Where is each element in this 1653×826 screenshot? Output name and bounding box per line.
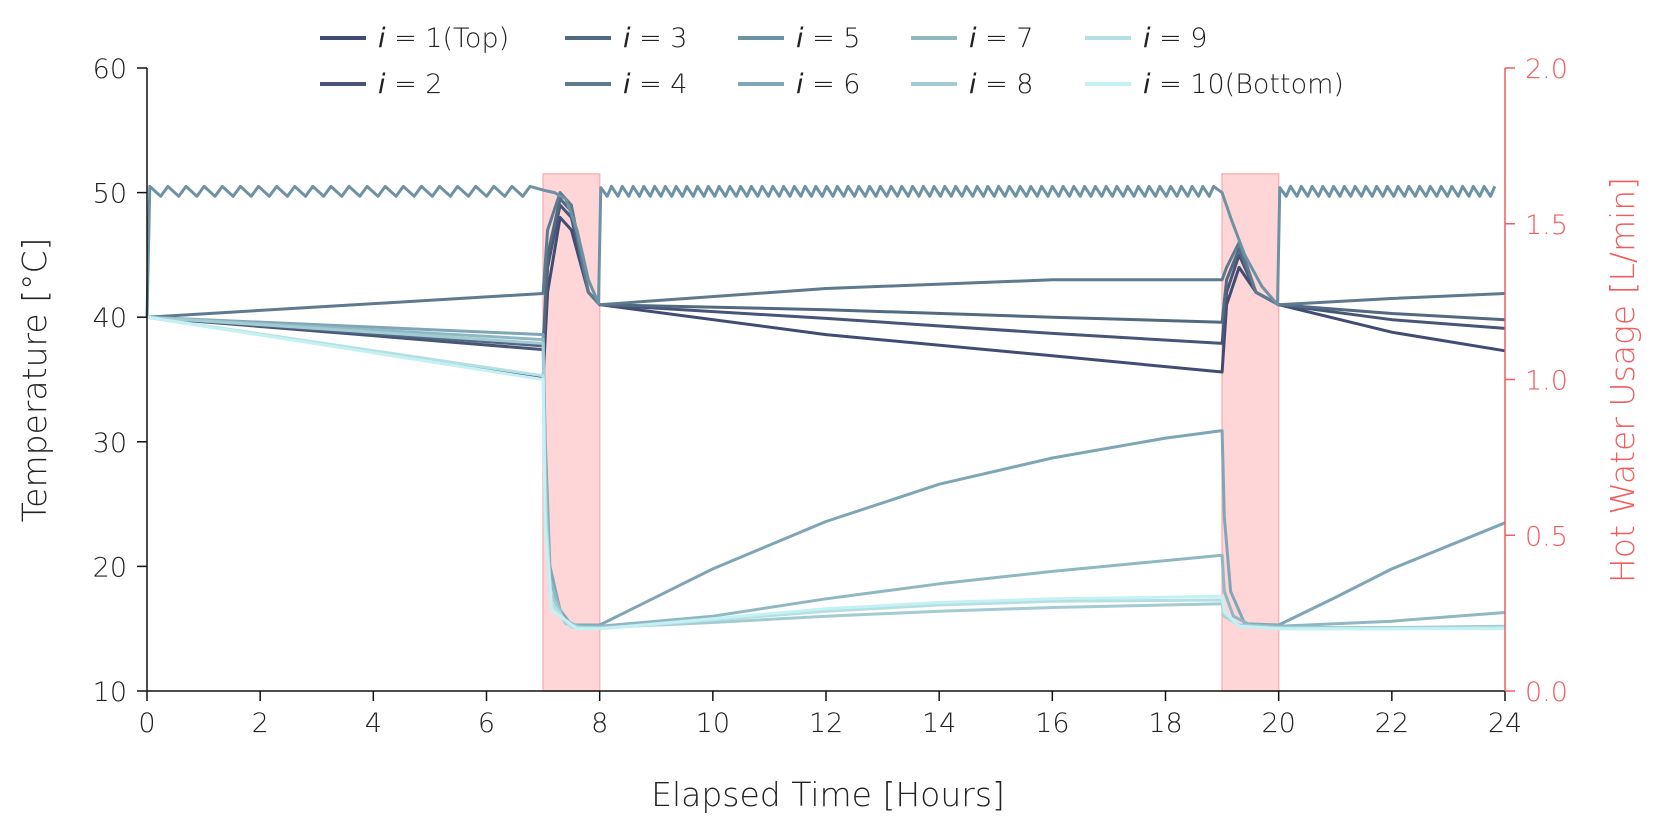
y-tick-label: 50 — [93, 179, 127, 210]
x-tick-label: 4 — [365, 708, 382, 739]
legend-label-4: i = 4 — [623, 69, 687, 100]
legend-label-10: i = 10(Bottom) — [1143, 69, 1344, 100]
y2-tick-label: 1.5 — [1525, 210, 1568, 241]
x-axis-title: Elapsed Time [Hours] — [651, 775, 1005, 814]
x-tick-label: 20 — [1261, 708, 1295, 739]
y-tick-label: 40 — [93, 303, 127, 334]
x-tick-label: 12 — [809, 708, 843, 739]
series-line-8 — [146, 315, 1506, 629]
y-tick-label: 60 — [93, 54, 127, 85]
legend-label-1: i = 1(Top) — [378, 23, 509, 54]
series-line-4 — [146, 191, 1506, 319]
legend-label-3: i = 3 — [623, 23, 687, 54]
y2-tick-label: 0.0 — [1525, 677, 1568, 708]
axes: 0 2 4 6 8 10 12 14 16 18 20 22 241020304050600.00.51… — [93, 54, 1568, 739]
x-tick-label: 10 — [696, 708, 730, 739]
x-tick-label: 6 — [478, 708, 495, 739]
y2-tick-label: 0.5 — [1525, 521, 1568, 552]
series-line-5 — [145, 184, 1497, 318]
y-tick-label: 30 — [93, 428, 127, 459]
x-tick-label: 18 — [1148, 708, 1182, 739]
y-tick-label: 20 — [93, 552, 127, 583]
series-line-10 — [146, 315, 1505, 631]
legend-label-6: i = 6 — [796, 69, 860, 100]
series-line-6 — [146, 315, 1506, 627]
series-line-1 — [146, 216, 1506, 380]
series-line-3 — [146, 197, 1506, 348]
series-line-9 — [146, 315, 1506, 631]
x-tick-label: 2 — [252, 708, 269, 739]
series-line-7 — [146, 315, 1506, 628]
plot-area — [145, 173, 1506, 692]
y-axis-title: Temperature [°C] — [15, 238, 54, 523]
x-tick-label: 16 — [1035, 708, 1069, 739]
x-tick-label: 0 — [138, 708, 155, 739]
x-tick-label: 24 — [1488, 708, 1522, 739]
x-tick-label: 22 — [1375, 708, 1409, 739]
usage-bar-2 — [1221, 173, 1280, 692]
legend-label-9: i = 9 — [1143, 23, 1207, 54]
legend-label-2: i = 2 — [378, 69, 442, 100]
y2-tick-label: 2.0 — [1525, 54, 1568, 85]
legend: i = 1(Top) i = 2 i = 3 i = 4 i = 5 i = 6 i = 7… — [320, 23, 1344, 100]
x-tick-label: 14 — [922, 708, 956, 739]
legend-label-8: i = 8 — [969, 69, 1033, 100]
y2-tick-label: 1.0 — [1525, 366, 1568, 397]
legend-label-5: i = 5 — [796, 23, 860, 54]
y-tick-label: 10 — [93, 677, 127, 708]
legend-label-7: i = 7 — [969, 23, 1033, 54]
x-tick-label: 8 — [591, 708, 608, 739]
y2-axis-title: Hot Water Usage [L/min] — [1603, 177, 1642, 583]
